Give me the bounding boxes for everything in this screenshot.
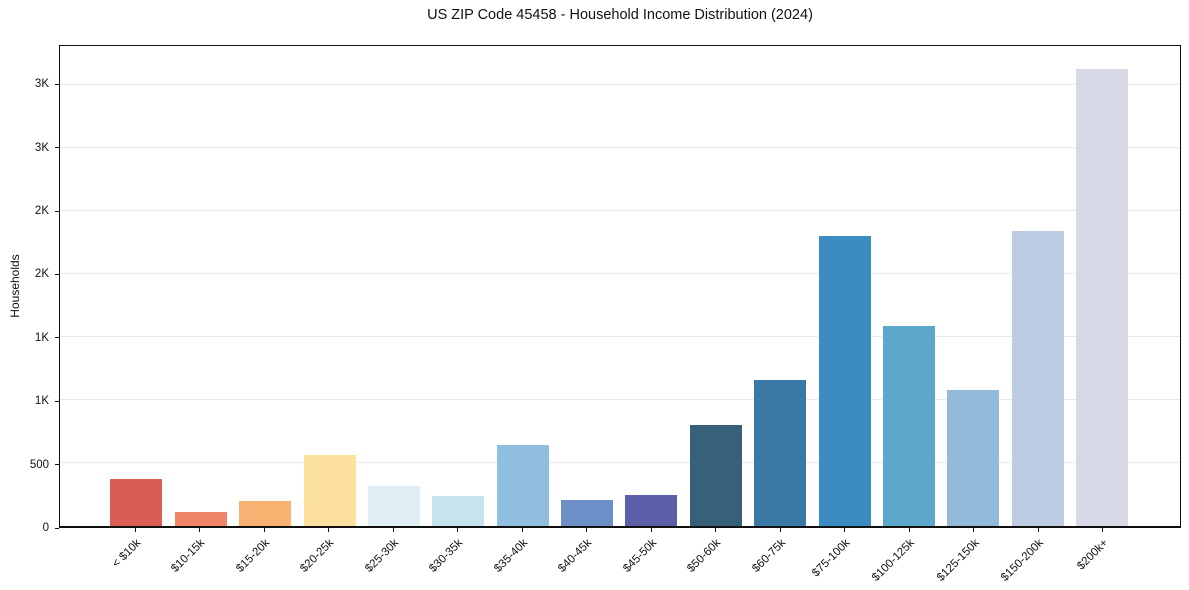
x-tick-mark <box>521 528 523 532</box>
y-tick-label: 3K <box>34 78 49 91</box>
x-tick-mark <box>715 528 717 532</box>
y-tick-label: 500 <box>29 458 49 471</box>
x-axis: < $10k $10-15k $15-20k $20-25k $25-30k $30-35… <box>59 528 1181 590</box>
bar-$50-60k <box>689 424 742 526</box>
y-tick-label: 2K <box>34 205 49 218</box>
x-tick-mark <box>973 528 975 532</box>
x-tick-mark <box>263 528 265 532</box>
bar-$40-45k <box>561 500 614 526</box>
gridline <box>60 147 1180 149</box>
x-tick-mark <box>328 528 330 532</box>
x-tick-mark <box>134 528 136 532</box>
bar-$35-40k <box>496 444 549 526</box>
y-tick-mark <box>55 273 59 275</box>
x-tick-mark <box>457 528 459 532</box>
gridline <box>60 210 1180 212</box>
gridline <box>60 273 1180 275</box>
chart-title: US ZIP Code 45458 - Household Income Dis… <box>427 7 813 23</box>
x-tick-mark <box>908 528 910 532</box>
gridline <box>60 336 1180 338</box>
x-tick-mark <box>844 528 846 532</box>
bar-$45-50k <box>625 494 678 526</box>
x-tick-mark <box>1037 528 1039 532</box>
y-tick-label: 0 <box>42 522 49 534</box>
y-tick-label: 1K <box>34 331 49 344</box>
y-tick-label: 3K <box>34 141 49 154</box>
bar-$100-125k <box>882 325 935 526</box>
bar-< $10k <box>110 479 163 526</box>
bar-$125-150k <box>947 389 1000 526</box>
y-tick-mark <box>55 337 59 339</box>
x-tick-mark <box>392 528 394 532</box>
y-axis: 0 500 1K 1K 2K 2K 3K 3K <box>0 45 59 534</box>
bar-$15-20k <box>239 501 292 526</box>
x-tick-mark <box>199 528 201 532</box>
y-tick-mark <box>55 464 59 466</box>
bar-$60-75k <box>754 379 807 526</box>
plot-area <box>59 45 1181 528</box>
x-tick-mark <box>650 528 652 532</box>
y-tick-mark <box>55 400 59 402</box>
bar-$10-15k <box>174 511 227 526</box>
gridline <box>60 399 1180 401</box>
gridline <box>60 462 1180 464</box>
bar-$30-35k <box>432 496 485 526</box>
bar-$75-100k <box>818 236 871 526</box>
x-tick-mark <box>1102 528 1104 532</box>
bar-$25-30k <box>367 485 420 526</box>
bar-$20-25k <box>303 454 356 526</box>
x-tick-mark <box>586 528 588 532</box>
y-tick-label: 2K <box>34 268 49 281</box>
y-tick-mark <box>55 527 59 529</box>
y-tick-mark <box>55 147 59 149</box>
bar-$150-200k <box>1011 231 1064 526</box>
y-tick-mark <box>55 210 59 212</box>
y-tick-mark <box>55 83 59 85</box>
bar-$200k+ <box>1076 69 1129 526</box>
x-tick-mark <box>779 528 781 532</box>
y-tick-label: 1K <box>34 395 49 408</box>
gridline <box>60 84 1180 86</box>
